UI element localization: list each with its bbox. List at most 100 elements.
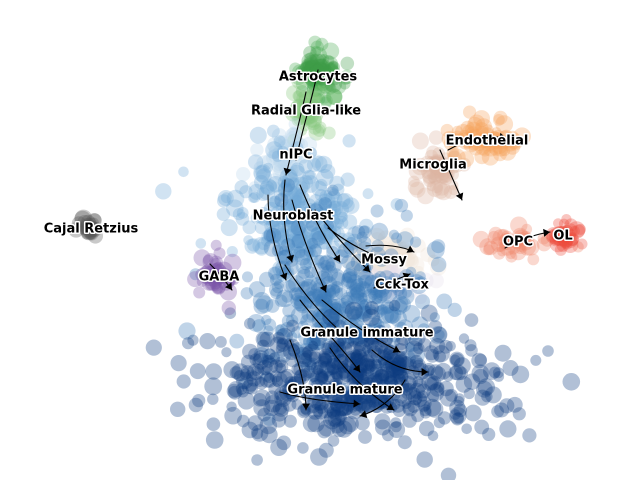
cell-point	[342, 197, 360, 214]
cell-point	[320, 321, 332, 333]
label-endothelial: Endothelial	[446, 134, 529, 149]
cell-point	[220, 219, 238, 237]
cell-point	[377, 343, 395, 362]
cell-point	[245, 369, 258, 382]
cell-point	[391, 299, 408, 315]
cell-point	[287, 197, 302, 212]
cell-point	[290, 306, 309, 325]
cell-point	[317, 355, 330, 368]
cell-point	[306, 360, 317, 371]
cell-point	[369, 285, 383, 299]
cell-point	[351, 353, 366, 367]
cell-point	[81, 221, 98, 238]
cell-point	[277, 249, 292, 265]
cell-point	[355, 416, 370, 431]
cell-point	[324, 82, 337, 95]
cell-point	[241, 421, 259, 439]
cell-point	[309, 108, 324, 122]
cell-point	[291, 287, 306, 302]
cell-point	[364, 358, 378, 372]
cell-point	[507, 135, 523, 151]
cell-point	[404, 333, 423, 352]
cell-point	[356, 387, 369, 401]
cell-point	[338, 297, 349, 309]
cell-point	[88, 213, 102, 227]
cell-point	[298, 328, 315, 346]
cell-point	[269, 181, 282, 193]
cell-point	[388, 299, 401, 312]
cell-point	[348, 282, 362, 295]
cell-point	[342, 386, 359, 403]
cell-point	[434, 169, 450, 184]
cell-point	[493, 110, 508, 125]
cell-point	[203, 254, 214, 266]
cell-point	[243, 235, 254, 246]
cell-point	[315, 178, 328, 192]
cell-point	[464, 313, 479, 327]
cell-point	[319, 327, 333, 342]
cell-point	[407, 179, 424, 196]
cell-point	[317, 287, 332, 303]
cell-point	[308, 337, 322, 351]
cell-point	[377, 248, 390, 262]
streamline-arrowhead	[340, 330, 348, 338]
cell-point	[288, 177, 300, 189]
cell-point	[326, 65, 340, 79]
cell-point	[319, 91, 332, 104]
cell-point	[388, 421, 406, 438]
cell-point	[341, 271, 357, 288]
cell-point	[350, 283, 366, 299]
cell-point	[325, 88, 342, 105]
cell-point	[385, 263, 398, 275]
cell-point	[487, 131, 502, 146]
cell-point	[344, 301, 363, 320]
cell-point	[479, 133, 498, 152]
cell-point	[306, 117, 318, 128]
cell-point	[287, 186, 304, 203]
cell-point	[481, 148, 499, 166]
cell-point	[262, 348, 277, 364]
cell-point	[274, 387, 288, 401]
cell-point	[228, 385, 242, 400]
cell-point	[275, 356, 287, 368]
cell-point	[349, 380, 362, 393]
cell-point	[290, 236, 303, 249]
cell-point	[300, 314, 315, 329]
cell-point	[482, 427, 496, 441]
cell-point	[435, 183, 453, 201]
cell-point	[505, 249, 516, 260]
cell-point	[343, 305, 361, 322]
cell-point	[255, 331, 271, 347]
cell-point	[309, 194, 323, 207]
cell-point	[312, 287, 328, 303]
cell-point	[310, 103, 321, 115]
cell-point	[264, 218, 280, 234]
cell-point	[268, 145, 281, 158]
cell-point	[330, 272, 346, 287]
cell-point	[313, 206, 330, 223]
streamline-arrowhead	[225, 282, 232, 290]
cell-point	[314, 208, 332, 226]
cell-point	[331, 281, 344, 294]
cell-point	[390, 357, 407, 374]
cell-point	[483, 244, 495, 256]
cell-point	[365, 392, 379, 405]
cell-point	[86, 213, 102, 229]
streamline	[291, 199, 327, 293]
cell-point	[471, 352, 487, 369]
cell-point	[362, 364, 375, 377]
cell-point	[341, 214, 358, 230]
cell-point	[253, 161, 267, 175]
cell-point	[377, 355, 389, 366]
cell-point	[358, 329, 376, 347]
cell-point	[428, 273, 444, 289]
cell-point	[272, 331, 285, 344]
cell-point	[318, 64, 333, 79]
cell-point	[371, 279, 387, 295]
cell-point	[275, 154, 289, 168]
cell-point	[372, 245, 383, 256]
cell-point	[308, 332, 321, 345]
cell-point	[291, 234, 306, 249]
cell-point	[287, 375, 302, 390]
cell-point	[390, 282, 405, 297]
